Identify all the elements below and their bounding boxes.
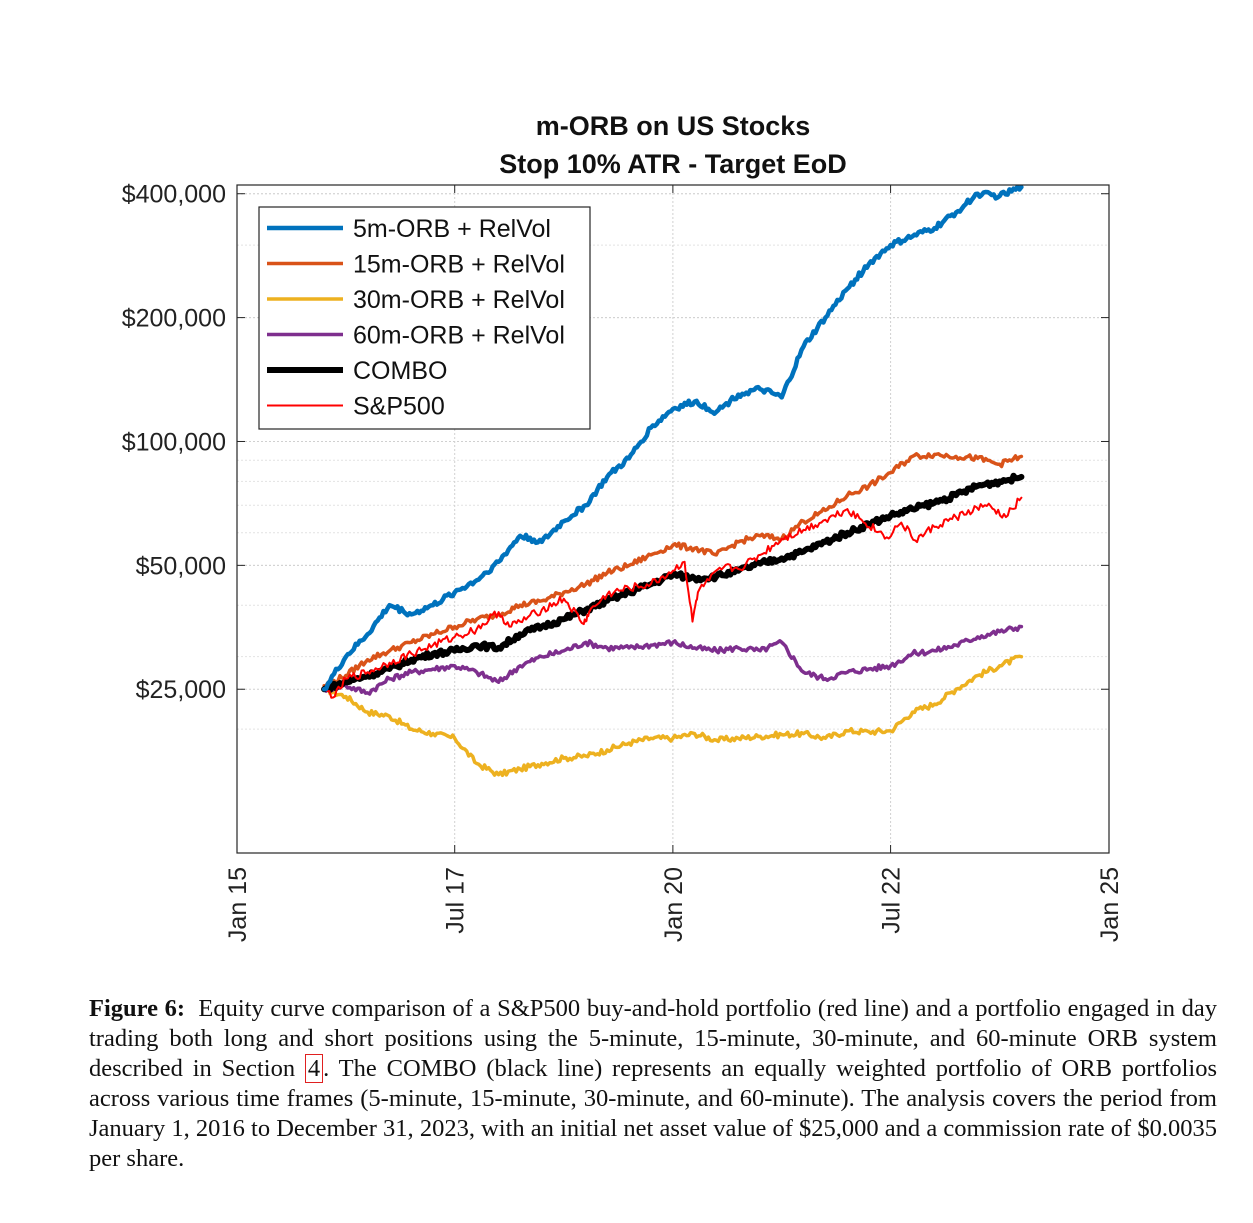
series-line-60m-orb-relvol xyxy=(322,624,1024,696)
legend-label: 5m-ORB + RelVol xyxy=(353,215,551,243)
legend-box xyxy=(258,206,591,430)
series-line-15m-orb-relvol xyxy=(322,452,1024,688)
x-tick-label: Jan 25 xyxy=(1096,867,1124,942)
caption-label: Figure 6: xyxy=(89,995,186,1022)
legend-label: S&P500 xyxy=(353,393,445,421)
y-tick-label: $200,000 xyxy=(122,305,226,333)
caption-text-1: Equity curve comparison of a S&P500 buy-… xyxy=(89,995,1218,1082)
caption-text-2: . The COMBO (black line) represents an e… xyxy=(89,1055,1218,1172)
chart: m-ORB on US Stocks Stop 10% ATR - Target… xyxy=(122,111,1124,942)
x-tick-label: Jul 22 xyxy=(878,867,906,934)
x-tick-label: Jan 20 xyxy=(660,867,688,942)
figure-caption: Figure 6: Equity curve comparison of a S… xyxy=(89,994,1217,1174)
chart-title-line-2: Stop 10% ATR - Target EoD xyxy=(499,149,847,179)
series-lines xyxy=(321,184,1025,778)
legend-label: 15m-ORB + RelVol xyxy=(353,251,565,279)
series-line-5m-orb-relvol xyxy=(321,184,1024,692)
legend-label: COMBO xyxy=(353,357,447,385)
y-tick-label: $100,000 xyxy=(122,428,226,456)
x-tick-label: Jul 17 xyxy=(442,867,470,934)
legend: 5m-ORB + RelVol 15m-ORB + RelVol 30m-ORB +… xyxy=(258,206,591,430)
x-tick-label: Jan 15 xyxy=(224,867,252,942)
y-tick-label: $400,000 xyxy=(122,181,226,209)
y-tick-label: $50,000 xyxy=(136,552,226,580)
axes: $25,000 $50,000 $100,000 $200,000 $400,000 Ja… xyxy=(122,181,1124,942)
section-ref-link[interactable]: 4 xyxy=(304,1054,324,1083)
chart-svg: m-ORB on US Stocks Stop 10% ATR - Target… xyxy=(122,111,1124,942)
y-tick-label: $25,000 xyxy=(136,676,226,704)
chart-title-line-1: m-ORB on US Stocks xyxy=(536,111,811,141)
legend-label: 60m-ORB + RelVol xyxy=(353,322,565,350)
series-line-30m-orb-relvol xyxy=(322,654,1024,778)
series-line-combo xyxy=(321,472,1025,693)
legend-label: 30m-ORB + RelVol xyxy=(353,286,565,314)
series-line-s-p500 xyxy=(323,496,1023,699)
